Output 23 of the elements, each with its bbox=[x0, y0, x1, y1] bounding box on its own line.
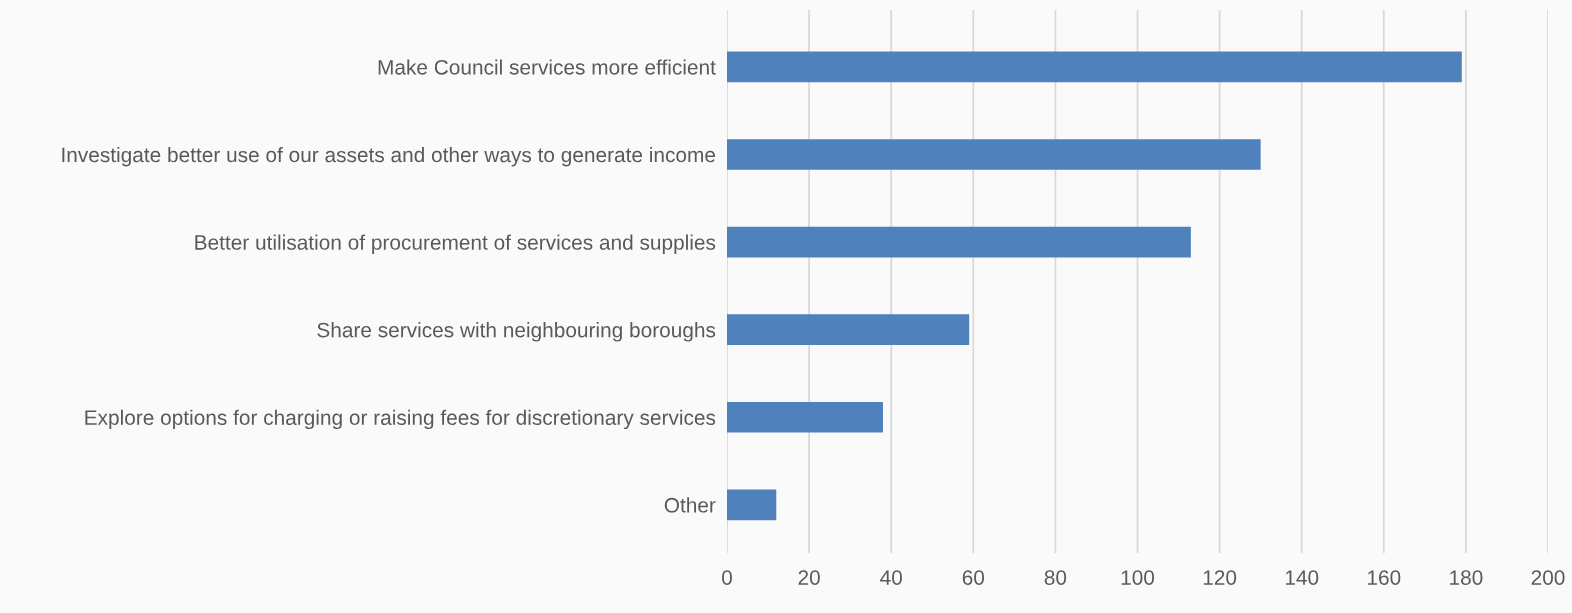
x-tick-label: 100 bbox=[1121, 570, 1155, 585]
bar bbox=[727, 401, 883, 433]
x-tick-label: 60 bbox=[962, 570, 985, 585]
y-tick-label: Better utilisation of procurement of services and supplies bbox=[195, 234, 716, 254]
y-tick-label: Other bbox=[664, 497, 716, 513]
bar bbox=[727, 139, 1261, 170]
y-tick-label: Explore options for charging or raising fees for discretionary services bbox=[85, 409, 716, 430]
x-tick-label: 180 bbox=[1450, 570, 1483, 585]
y-tick-label: Investigate better use of our assets and other ways to generate income bbox=[62, 146, 716, 167]
bar bbox=[727, 314, 970, 345]
x-tick-label: 160 bbox=[1368, 570, 1401, 585]
bar bbox=[727, 51, 1462, 83]
x-tick-label: 0 bbox=[722, 570, 732, 585]
x-tick-label: 80 bbox=[1044, 570, 1067, 585]
x-tick-label: 20 bbox=[798, 570, 820, 585]
y-tick-label: Make Council services more efficient bbox=[378, 59, 716, 75]
x-tick-label: 120 bbox=[1203, 570, 1237, 585]
bar bbox=[727, 226, 1191, 258]
x-tick-label: 200 bbox=[1531, 570, 1565, 585]
x-tick-label: 140 bbox=[1285, 570, 1319, 585]
y-tick-label: Share services with neighbouring boroughs bbox=[317, 322, 716, 342]
x-tick-label: 40 bbox=[880, 570, 902, 585]
bar bbox=[727, 489, 777, 521]
